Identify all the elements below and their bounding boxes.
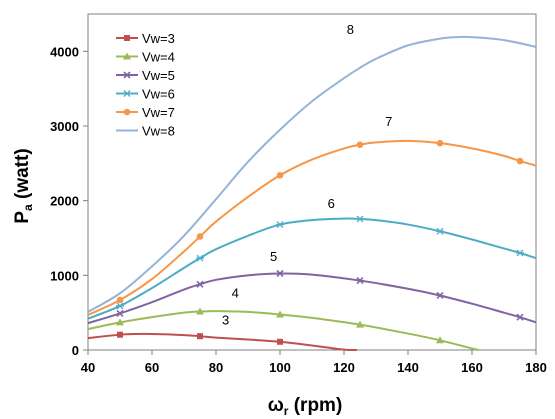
data-point-vw-7 xyxy=(123,108,131,116)
plot-area xyxy=(87,13,537,351)
data-point-vw-7 xyxy=(196,233,204,240)
data-point-vw-5 xyxy=(356,276,364,285)
data-point-vw-7 xyxy=(356,141,364,148)
curve-label: 3 xyxy=(222,313,229,328)
data-point-vw-4 xyxy=(436,336,444,344)
series-line-vw-5 xyxy=(87,272,537,325)
data-point-vw-4 xyxy=(356,320,364,328)
data-point-vw-4 xyxy=(276,310,284,318)
x-axis: 40 60 80 100 120 140 160 180 xyxy=(81,350,547,375)
series-line-vw-6 xyxy=(87,217,537,320)
curve-label: 8 xyxy=(347,22,354,37)
legend-label: Vw=5 xyxy=(142,68,175,83)
legend-item-vw-4: Vw=4 xyxy=(116,50,175,65)
data-point-vw-5 xyxy=(276,269,284,278)
legend-item-vw-7: Vw=7 xyxy=(116,105,175,120)
series-line-vw-7 xyxy=(87,139,537,316)
legend-item-vw-5: Vw=5 xyxy=(116,68,175,83)
curve-labels: 34 5 6 7 8 xyxy=(222,22,392,327)
y-axis-title: Pa (watt) xyxy=(12,148,35,223)
legend-label: Vw=6 xyxy=(142,87,175,102)
series-line-vw-8 xyxy=(87,35,537,313)
data-point-vw-7 xyxy=(276,171,284,179)
x-tick-label: 80 xyxy=(209,360,223,375)
legend-label: Vw=8 xyxy=(142,124,175,139)
data-point-vw-6 xyxy=(356,215,364,223)
legend-item-vw-8: Vw=8 xyxy=(116,124,175,139)
data-point-vw-5 xyxy=(436,291,444,300)
curve-label: 6 xyxy=(328,196,335,211)
legend-label: Vw=3 xyxy=(142,31,175,46)
data-point-vw-7 xyxy=(436,139,444,147)
legend-label: Vw=7 xyxy=(142,105,175,120)
x-tick-label: 120 xyxy=(333,360,355,375)
data-point-vw-7 xyxy=(116,296,124,304)
legend-item-vw-3: Vw=3 xyxy=(116,31,175,46)
x-tick-label: 160 xyxy=(461,360,483,375)
data-point-vw-6 xyxy=(276,221,284,229)
series-vw-6 xyxy=(87,215,537,320)
series-vw-8 xyxy=(87,35,537,313)
data-point-vw-5 xyxy=(516,313,524,321)
y-tick-label: 0 xyxy=(72,343,79,358)
y-tick-label: 4000 xyxy=(50,44,79,59)
data-point-vw-6 xyxy=(196,254,204,262)
series-vw-3 xyxy=(87,331,357,352)
data-point-vw-5 xyxy=(123,71,131,79)
series-line-vw-4 xyxy=(87,310,479,351)
x-tick-label: 60 xyxy=(145,360,159,375)
x-tick-label: 180 xyxy=(525,360,547,375)
series-line-vw-3 xyxy=(87,332,357,352)
data-point-vw-6 xyxy=(516,249,524,257)
data-point-vw-4 xyxy=(116,318,124,326)
y-tick-label: 2000 xyxy=(50,194,79,209)
data-point-vw-3 xyxy=(124,35,130,41)
y-axis: 0 1000 2000 3000 4000 xyxy=(50,44,88,358)
series-vw-4 xyxy=(87,307,479,351)
data-point-vw-3 xyxy=(117,331,123,338)
data-point-vw-6 xyxy=(123,90,131,97)
series-group xyxy=(87,35,537,352)
data-point-vw-4 xyxy=(123,52,131,60)
data-point-vw-5 xyxy=(196,280,204,288)
data-point-vw-6 xyxy=(116,302,124,310)
curve-label: 7 xyxy=(385,114,392,129)
data-point-vw-3 xyxy=(277,338,283,345)
data-point-vw-7 xyxy=(516,157,524,165)
legend-label: Vw=4 xyxy=(142,50,175,65)
legend-item-vw-6: Vw=6 xyxy=(116,87,175,102)
series-vw-7 xyxy=(87,139,537,316)
data-point-vw-3 xyxy=(197,333,203,340)
legend: Vw=3 Vw=4 Vw=5 Vw=6 Vw=7 Vw=8 xyxy=(116,31,175,139)
curve-label: 5 xyxy=(270,249,277,264)
data-point-vw-6 xyxy=(436,227,444,235)
curve-label: 4 xyxy=(232,286,239,301)
data-point-vw-4 xyxy=(196,307,204,315)
x-tick-label: 100 xyxy=(269,360,291,375)
x-axis-title: ωr (rpm) xyxy=(268,395,343,418)
series-vw-5 xyxy=(87,269,537,325)
y-tick-label: 1000 xyxy=(50,268,79,283)
data-point-vw-5 xyxy=(116,309,124,317)
x-tick-label: 140 xyxy=(397,360,419,375)
y-tick-label: 3000 xyxy=(50,119,79,134)
x-tick-label: 40 xyxy=(81,360,95,375)
